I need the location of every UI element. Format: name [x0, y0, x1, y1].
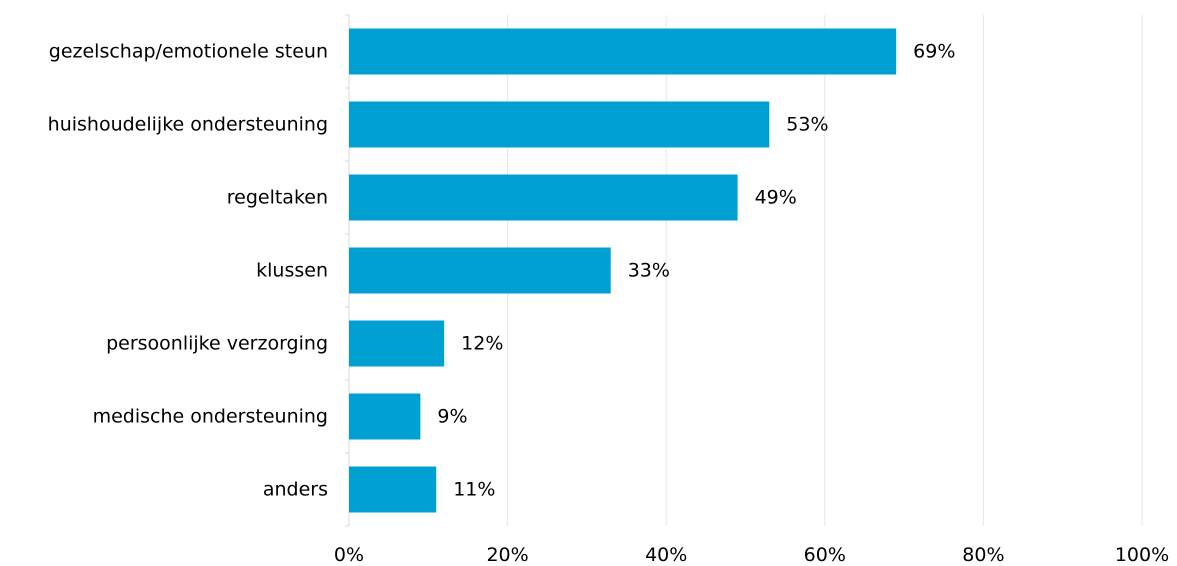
bar-4: [349, 320, 445, 367]
bar-3: [349, 247, 611, 294]
bar-1: [349, 101, 770, 148]
category-label-2: regeltaken: [227, 187, 328, 209]
bar-6: [349, 466, 437, 513]
x-tick-label-40: 40%: [645, 544, 687, 566]
value-label-3: 33%: [628, 260, 670, 282]
x-tick-label-100: 100%: [1115, 544, 1169, 566]
x-tick-label-20: 20%: [486, 544, 528, 566]
bar-0: [349, 28, 897, 75]
labels: 0% 20% 40% 60% 80% 100% gezelschap/emotionele …: [48, 41, 1170, 566]
bars: [349, 28, 897, 513]
category-axis: [345, 14, 350, 527]
category-label-0: gezelschap/emotionele steun: [49, 41, 328, 63]
category-label-3: klussen: [256, 260, 328, 282]
value-label-4: 12%: [461, 333, 503, 355]
category-label-1: huishoudelijke ondersteuning: [48, 114, 328, 136]
x-tick-label-80: 80%: [962, 544, 1004, 566]
value-label-1: 53%: [786, 114, 828, 136]
value-label-6: 11%: [453, 479, 495, 501]
gridlines: [507, 15, 1143, 526]
category-label-5: medische ondersteuning: [93, 406, 328, 428]
value-label-2: 49%: [755, 187, 797, 209]
category-label-6: anders: [263, 479, 328, 501]
bar-2: [349, 174, 738, 221]
x-tick-label-60: 60%: [804, 544, 846, 566]
value-label-0: 69%: [913, 41, 955, 63]
category-label-4: persoonlijke verzorging: [106, 333, 328, 355]
x-tick-label-0: 0%: [334, 544, 364, 566]
bar-5: [349, 393, 421, 440]
value-label-5: 9%: [437, 406, 467, 428]
